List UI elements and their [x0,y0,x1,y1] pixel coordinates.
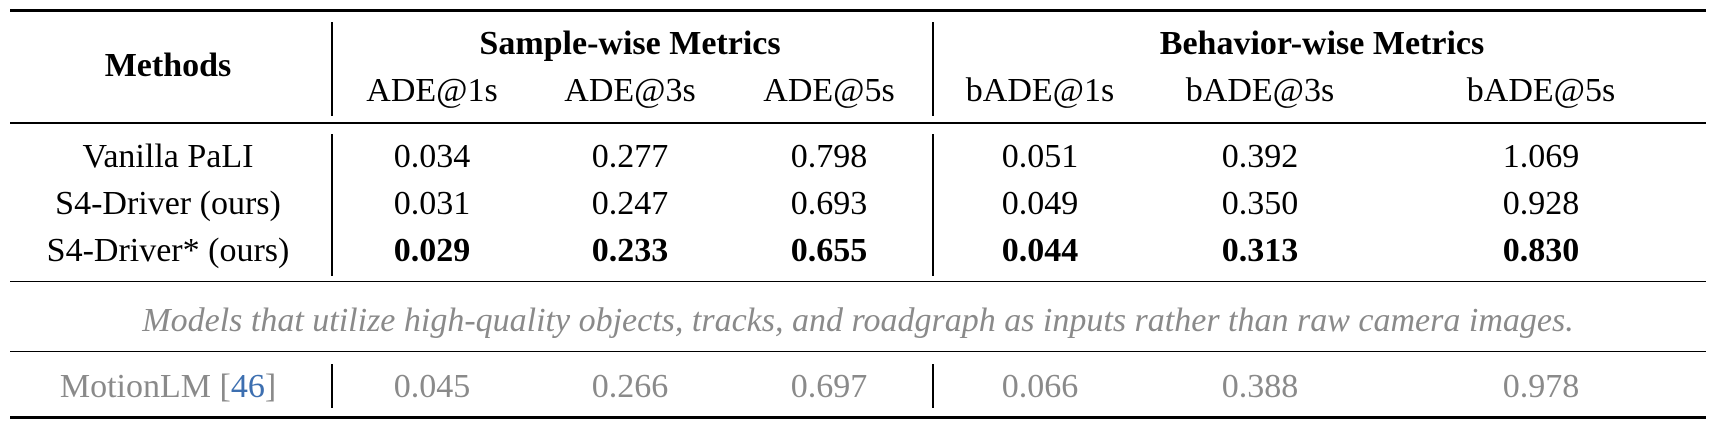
column-divider [932,364,934,408]
cell-value: 0.049 [1001,185,1079,222]
cell-value: 0.247 [591,185,669,222]
column-divider [331,134,333,276]
method-name: Vanilla PaLI [82,138,254,175]
cell-value: 0.051 [1001,138,1079,175]
row-rule [10,281,1706,282]
column-header: ADE@3s [564,72,696,109]
cell-value: 0.233 [591,232,669,269]
cell-value: 0.044 [1001,232,1079,269]
cell-value: 0.029 [393,232,471,269]
cell-value: 0.655 [790,232,868,269]
group-header: Behavior-wise Metrics [1159,25,1485,62]
column-header: bADE@1s [965,72,1115,109]
cell-value: 0.350 [1221,185,1299,222]
table-note: Models that utilize high-quality objects… [142,302,1574,339]
top-rule [10,9,1706,12]
cell-value: 0.031 [393,185,471,222]
column-header: ADE@1s [366,72,498,109]
cell-value: 0.928 [1502,185,1580,222]
header-rule [10,122,1706,124]
column-divider [331,364,333,408]
cell-value: 1.069 [1502,138,1580,175]
column-header: ADE@5s [763,72,895,109]
column-divider [932,22,934,116]
column-divider [932,134,934,276]
header-methods: Methods [104,47,232,84]
cell-value: 0.066 [1001,368,1079,405]
group-header: Sample-wise Metrics [479,25,781,62]
method-name: MotionLM [46] [60,370,276,404]
cell-value: 0.830 [1502,232,1580,269]
cell-value: 0.045 [393,368,471,405]
cell-value: 0.277 [591,138,669,175]
column-divider [331,22,333,116]
method-name: S4-Driver (ours) [55,185,281,222]
column-header: bADE@5s [1466,72,1616,109]
cell-value: 0.392 [1221,138,1299,175]
cell-value: 0.798 [790,138,868,175]
method-label-part: MotionLM [ [59,368,231,405]
cell-value: 0.978 [1502,368,1580,405]
cell-value: 0.388 [1221,368,1299,405]
method-name: S4-Driver* (ours) [46,232,290,269]
column-header: bADE@3s [1185,72,1335,109]
bottom-rule [10,416,1706,419]
cell-value: 0.266 [591,368,669,405]
cell-value: 0.313 [1221,232,1299,269]
citation: 46 [230,368,265,405]
row-rule [10,351,1706,352]
cell-value: 0.697 [790,368,868,405]
method-label-part: ] [264,368,277,405]
cell-value: 0.693 [790,185,868,222]
cell-value: 0.034 [393,138,471,175]
